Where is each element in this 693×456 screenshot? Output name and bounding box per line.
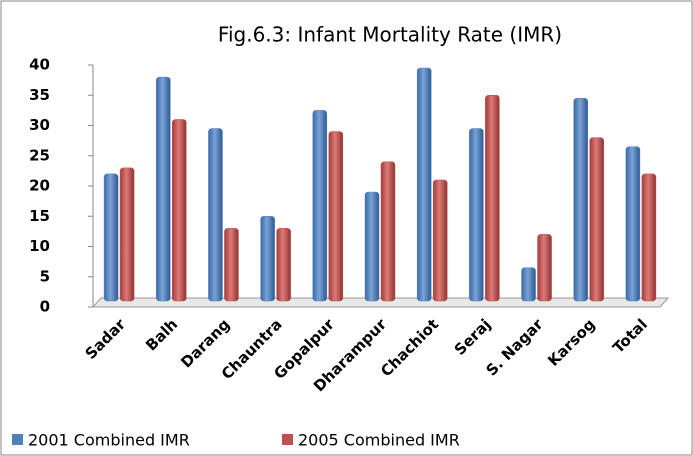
y-tick-label: 10	[29, 237, 50, 255]
y-tick-label: 5	[40, 267, 50, 285]
bar	[276, 228, 291, 302]
bar	[119, 167, 135, 302]
y-tick-label: 15	[29, 207, 50, 225]
bar	[589, 137, 604, 302]
bar	[521, 267, 536, 302]
legend-label: 2001 Combined IMR	[28, 431, 190, 450]
bar	[416, 67, 432, 302]
bar	[208, 128, 223, 302]
bar	[103, 173, 119, 302]
y-tick-label: 20	[29, 177, 50, 195]
bar	[328, 131, 344, 302]
bar	[641, 173, 657, 302]
bar	[260, 216, 275, 302]
y-tick-label: 30	[29, 116, 50, 134]
bar	[485, 95, 500, 302]
y-tick-label: 40	[29, 56, 50, 74]
y-tick-label: 25	[29, 146, 50, 164]
bar	[364, 191, 380, 302]
legend-swatch	[282, 434, 293, 445]
chart-title: Fig.6.3: Infant Mortality Rate (IMR)	[218, 23, 562, 47]
bar	[573, 98, 588, 302]
y-tick-label: 35	[29, 86, 50, 104]
y-tick-label: 0	[40, 298, 50, 316]
bar	[537, 234, 552, 302]
bar	[224, 228, 239, 302]
bar	[172, 119, 187, 302]
bar	[156, 76, 171, 302]
legend-label: 2005 Combined IMR	[298, 431, 460, 450]
bar	[312, 110, 328, 302]
legend-swatch	[12, 434, 23, 445]
bar	[380, 161, 396, 302]
bar	[432, 179, 448, 302]
bar	[469, 128, 484, 302]
bar	[625, 146, 641, 302]
